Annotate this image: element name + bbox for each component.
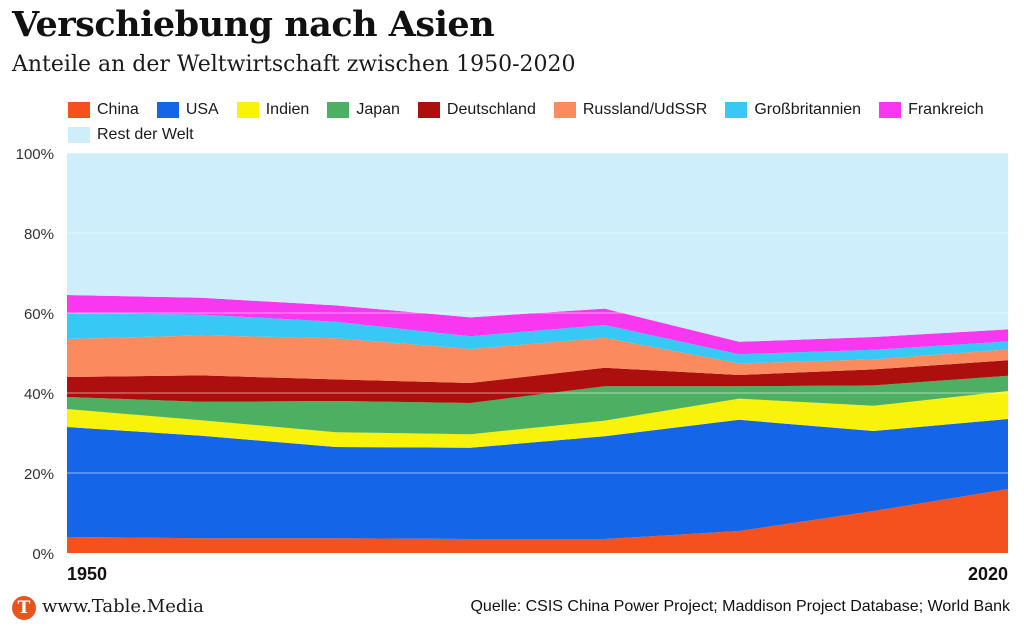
chart-legend: China USA Indien Japan Deutschland Russland/U… bbox=[68, 100, 1008, 144]
legend-item: USA bbox=[156, 100, 219, 119]
y-tick-label: 0% bbox=[32, 546, 54, 563]
legend-item: Rest der Welt bbox=[68, 125, 194, 144]
chart-title: Verschiebung nach Asien bbox=[12, 4, 495, 45]
footer-source: Quelle: CSIS China Power Project; Maddis… bbox=[470, 598, 1010, 615]
legend-swatch bbox=[725, 101, 748, 118]
legend-item: Deutschland bbox=[417, 100, 536, 119]
legend-label: Rest der Welt bbox=[97, 125, 194, 143]
legend-label: USA bbox=[185, 100, 219, 118]
legend-item: Russland/UdSSR bbox=[553, 100, 708, 119]
area-series-deutschland bbox=[67, 360, 1008, 403]
y-tick-label: 20% bbox=[24, 466, 54, 483]
chart-subtitle: Anteile an der Weltwirtschaft zwischen 1… bbox=[12, 52, 576, 77]
legend-swatch bbox=[327, 101, 350, 118]
legend-swatch bbox=[417, 101, 440, 118]
x-tick-label: 2020 bbox=[968, 564, 1008, 584]
legend-label: Indien bbox=[265, 100, 310, 118]
area-series-japan bbox=[67, 375, 1008, 435]
area-series-gro-britannien bbox=[67, 313, 1008, 364]
legend-swatch bbox=[553, 101, 576, 118]
legend-label: Deutschland bbox=[446, 100, 536, 118]
legend-item: Großbritannien bbox=[725, 100, 861, 119]
legend-swatch bbox=[236, 101, 259, 118]
legend-item: China bbox=[68, 100, 139, 119]
y-tick-label: 60% bbox=[24, 306, 54, 323]
y-tick-label: 100% bbox=[16, 146, 54, 163]
legend-label: China bbox=[97, 100, 139, 118]
area-series-frankreich bbox=[67, 295, 1008, 355]
y-tick-label: 80% bbox=[24, 226, 54, 243]
legend-label: Großbritannien bbox=[754, 100, 862, 118]
legend-item: Indien bbox=[236, 100, 310, 119]
table-media-logo-icon: T bbox=[12, 596, 36, 620]
legend-label: Russland/UdSSR bbox=[582, 100, 708, 118]
area-series-indien bbox=[67, 391, 1008, 448]
legend-label: Japan bbox=[356, 100, 400, 118]
area-series-china bbox=[67, 489, 1008, 553]
legend-label: Frankreich bbox=[908, 100, 984, 118]
legend-swatch bbox=[879, 101, 902, 118]
legend-swatch bbox=[68, 101, 90, 118]
y-tick-label: 40% bbox=[24, 386, 54, 403]
area-series-usa bbox=[67, 419, 1008, 539]
area-series-rest-der-welt bbox=[67, 153, 1008, 342]
area-series-russland-udssr bbox=[67, 335, 1008, 383]
x-tick-label: 1950 bbox=[67, 564, 107, 584]
footer-website: www.Table.Media bbox=[42, 596, 204, 617]
legend-item: Japan bbox=[327, 100, 400, 119]
legend-swatch bbox=[68, 126, 90, 143]
legend-item: Frankreich bbox=[879, 100, 984, 119]
legend-swatch bbox=[156, 101, 179, 118]
